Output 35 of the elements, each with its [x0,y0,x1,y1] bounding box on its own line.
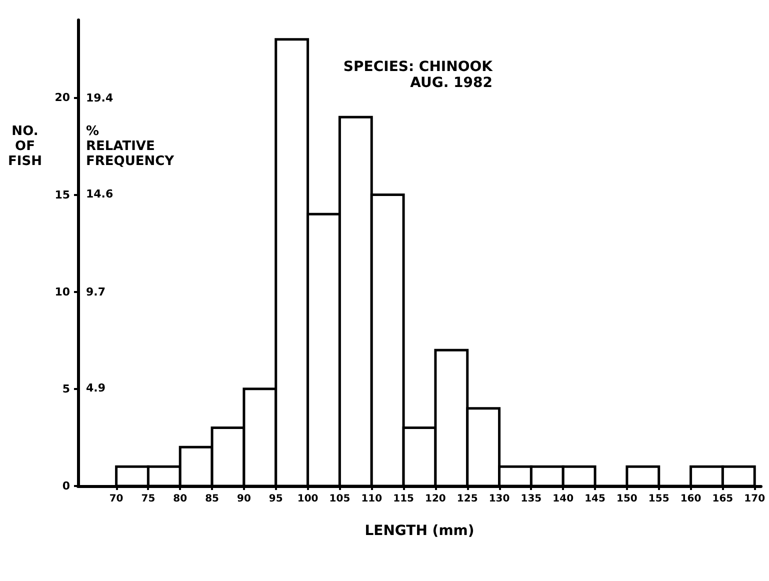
x-tick-label: 115 [393,494,414,504]
y-tick-label: 5 [62,382,70,396]
text: AUG. 1982 [410,75,492,91]
y2-tick-label: 9.7 [86,286,106,298]
x-tick-label: 170 [744,494,766,504]
x-tick-label: 155 [648,494,670,504]
y-tick-label: 0 [62,480,70,492]
x-tick-label: 125 [456,494,478,504]
y-tick-label: 20 [54,91,70,104]
x-tick-label: 135 [520,494,542,504]
x-tick-label: 90 [237,494,251,504]
x-tick-label: 95 [268,494,283,504]
y2-tick-label: 19.4 [86,92,114,104]
y2-tick-label: 14.6 [86,188,114,200]
x-tick-label: 85 [205,494,220,504]
x-axis-title: LENGTH (mm) [364,523,474,539]
x-tick-label: 120 [425,494,446,504]
text: SPECIES: CHINOOK [343,59,494,75]
x-tick-label: 145 [584,494,606,504]
x-tick-label: 165 [712,494,734,504]
x-tick-label: 80 [173,494,188,504]
x-tick-label: 130 [488,494,510,504]
y2-tick-label: 4.9 [86,382,106,394]
x-tick-label: 150 [616,494,638,504]
y-tick-label: 10 [54,285,70,298]
y2-axis-title: % RELATIVE FREQUENCY [86,124,175,170]
y-axis-title: NO. OF FISH [8,124,42,170]
x-tick-label: 70 [109,494,124,504]
x-tick-label: 160 [680,494,702,504]
x-tick-label: 110 [361,494,382,504]
y-tick-label: 15 [54,188,70,202]
x-tick-label: 75 [141,494,156,504]
x-tick-label: 100 [297,494,318,504]
x-tick-label: 140 [552,494,574,504]
x-tick-label: 105 [329,494,350,504]
